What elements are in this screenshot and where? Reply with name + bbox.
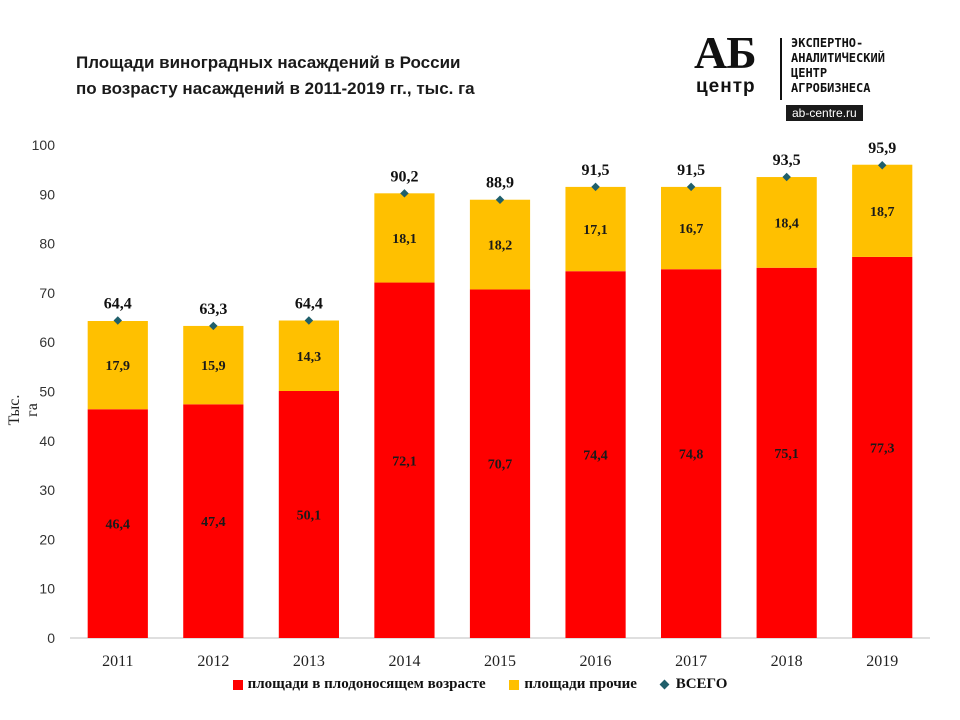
y-tick-label: 90 <box>39 186 55 202</box>
x-tick-label: 2012 <box>197 653 229 670</box>
x-tick-label: 2013 <box>293 653 325 670</box>
bar-other <box>469 199 531 290</box>
bar-other <box>278 320 339 392</box>
x-tick-label: 2014 <box>388 653 420 670</box>
bar-other <box>374 193 435 283</box>
bar-fruiting <box>87 409 148 638</box>
legend-label-fruiting: площади в плодоносящем возрасте <box>247 676 486 693</box>
bar-other <box>183 325 244 405</box>
legend-swatch-other <box>509 679 520 690</box>
data-label-other: 17,9 <box>106 359 131 374</box>
total-marker <box>304 316 314 325</box>
logo-text-line3: ЦЕНТР <box>791 66 828 80</box>
bar-other <box>756 177 817 268</box>
x-tick-label: 2016 <box>580 653 612 670</box>
legend-label-total: ВСЕГО <box>675 676 728 693</box>
data-label-fruiting: 72,1 <box>392 454 417 469</box>
y-tick-label: 40 <box>39 433 55 449</box>
chart-title: Площади виноградных насаждений в России … <box>76 50 596 102</box>
legend-item-fruiting: площади в плодоносящем возрасте <box>232 676 486 693</box>
data-label-fruiting: 77,3 <box>870 441 895 456</box>
bar-other <box>661 186 722 270</box>
x-tick-label: 2018 <box>771 653 803 670</box>
data-label-other: 18,2 <box>488 239 513 254</box>
data-label-fruiting: 46,4 <box>106 518 131 533</box>
data-label-fruiting: 74,4 <box>583 449 608 464</box>
legend-item-other: площади прочие <box>509 676 637 693</box>
logo-divider <box>780 38 782 100</box>
logo-mark-sub: центр <box>696 76 756 97</box>
chart-legend: площади в плодоносящем возрасте площади … <box>0 676 960 693</box>
bar-fruiting <box>374 282 435 638</box>
data-label-fruiting: 70,7 <box>488 458 513 473</box>
data-label-fruiting: 50,1 <box>297 509 322 524</box>
ab-centre-logo: АБ центр ЭКСПЕРТНО- АНАЛИТИЧЕСКИЙ ЦЕНТР … <box>690 27 940 124</box>
bar-fruiting <box>183 404 244 638</box>
legend-item-total: ВСЕГО <box>659 676 728 693</box>
y-tick-label: 80 <box>39 236 55 252</box>
bar-fruiting <box>278 391 339 638</box>
bar-fruiting <box>469 289 531 638</box>
chart-title-line2: по возрасту насаждений в 2011-2019 гг., … <box>76 79 475 98</box>
y-tick-label: 50 <box>39 384 55 400</box>
total-label: 88,9 <box>486 175 514 192</box>
total-marker <box>495 195 505 204</box>
data-label-fruiting: 74,8 <box>679 448 704 463</box>
total-marker <box>400 189 409 198</box>
y-tick-label: 30 <box>39 482 55 498</box>
bar-fruiting <box>565 271 626 638</box>
total-label: 91,5 <box>677 162 705 179</box>
y-tick-label: 10 <box>39 581 55 597</box>
total-label: 93,5 <box>773 152 801 169</box>
logo-text: ЭКСПЕРТНО- АНАЛИТИЧЕСКИЙ ЦЕНТР АГРОБИЗНЕ… <box>791 36 885 96</box>
bar-other <box>852 164 913 257</box>
total-label: 90,2 <box>390 168 418 185</box>
data-label-other: 15,9 <box>201 359 226 374</box>
legend-marker-total <box>659 679 670 690</box>
logo-text-line4: АГРОБИЗНЕСА <box>791 81 871 95</box>
legend-label-other: площади прочие <box>524 676 637 693</box>
x-tick-label: 2011 <box>102 653 133 670</box>
logo-url: ab-centre.ru <box>786 105 863 121</box>
data-label-other: 18,7 <box>870 205 895 220</box>
y-tick-label: 100 <box>32 137 56 153</box>
x-tick-label: 2017 <box>675 653 707 670</box>
bar-other <box>565 186 626 272</box>
bar-fruiting <box>661 269 722 638</box>
data-label-other: 18,1 <box>392 232 417 247</box>
x-tick-label: 2019 <box>866 653 898 670</box>
logo-text-line1: ЭКСПЕРТНО- <box>791 36 864 50</box>
y-tick-label: 20 <box>39 531 55 547</box>
chart-title-line1: Площади виноградных насаждений в России <box>76 53 461 72</box>
data-label-other: 14,3 <box>297 350 322 365</box>
data-label-fruiting: 47,4 <box>201 515 226 530</box>
total-label: 64,4 <box>104 296 132 313</box>
total-marker <box>113 316 123 325</box>
data-label-fruiting: 75,1 <box>774 447 799 462</box>
total-label: 63,3 <box>199 301 227 318</box>
bar-fruiting <box>852 256 913 638</box>
total-label: 64,4 <box>295 296 323 313</box>
data-label-other: 18,4 <box>774 216 799 231</box>
total-marker <box>209 321 218 331</box>
total-label: 91,5 <box>582 162 610 179</box>
logo-mark: АБ <box>694 27 757 78</box>
logo-text-line2: АНАЛИТИЧЕСКИЙ <box>791 51 885 65</box>
legend-swatch-fruiting <box>232 679 243 690</box>
data-label-other: 16,7 <box>679 222 704 237</box>
x-tick-label: 2015 <box>484 653 516 670</box>
y-tick-label: 70 <box>39 285 55 301</box>
y-tick-label: 60 <box>39 334 55 350</box>
bar-other <box>87 321 148 410</box>
y-tick-label: 0 <box>47 630 55 646</box>
total-label: 95,9 <box>868 140 896 157</box>
bar-fruiting <box>756 267 817 638</box>
data-label-other: 17,1 <box>583 223 608 238</box>
